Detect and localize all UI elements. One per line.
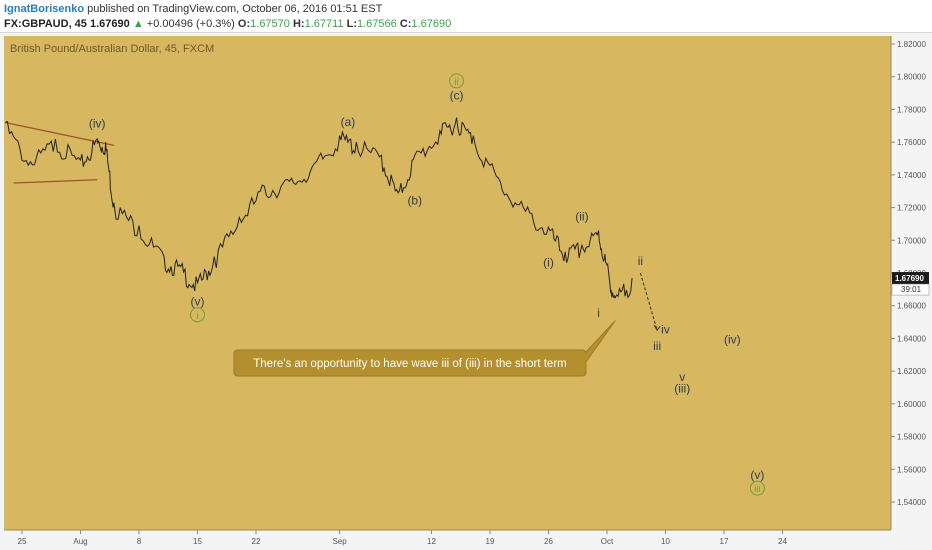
x-tick-label: 12 <box>427 537 436 546</box>
open-value: 1.67570 <box>250 18 290 30</box>
close-value: 1.67690 <box>411 18 452 30</box>
wave-label: (v) <box>191 295 205 309</box>
wave-label: i <box>597 306 600 320</box>
x-tick-label: 15 <box>193 537 202 546</box>
x-tick-label: 26 <box>544 537 553 546</box>
close-label: C: <box>399 18 412 30</box>
x-tick-label: Oct <box>601 537 614 546</box>
open-label: O: <box>237 18 251 30</box>
last-price: 1.67690 <box>89 18 130 30</box>
y-tick-label: 1.64000 <box>897 334 926 343</box>
y-tick-label: 1.56000 <box>897 465 926 474</box>
y-tick-label: 1.74000 <box>897 171 926 180</box>
circled-wave-label: iii <box>754 484 761 495</box>
y-tick-label: 1.80000 <box>897 73 926 82</box>
symbol-line: FX:GBPAUD, 45 1.67690 ▲ +0.00496 (+0.3%)… <box>4 18 451 30</box>
wave-label: (iii) <box>674 381 690 395</box>
wave-label: (c) <box>450 89 464 103</box>
plot-background <box>4 36 891 530</box>
countdown-text: 39:01 <box>901 285 922 294</box>
circled-wave-label: i <box>196 311 198 322</box>
publish-info: published on TradingView.com, October 06… <box>87 3 383 15</box>
y-tick-label: 1.66000 <box>897 302 926 311</box>
wave-label: (b) <box>407 193 422 207</box>
price-series-line <box>5 117 633 299</box>
wave-label: (iv) <box>89 116 106 130</box>
low-value: 1.67566 <box>356 18 397 30</box>
price-change: +0.00496 (+0.3%) <box>146 18 235 30</box>
circled-wave-ring <box>449 73 465 89</box>
y-tick-label: 1.70000 <box>897 236 926 245</box>
high-label: H: <box>292 18 305 30</box>
y-tick-label: 1.60000 <box>897 400 926 409</box>
x-tick-label: Sep <box>332 537 347 546</box>
x-tick-label: 19 <box>486 537 495 546</box>
wave-label: (a) <box>341 115 356 129</box>
y-tick-label: 1.78000 <box>897 105 926 114</box>
y-tick-label: 1.82000 <box>897 40 926 49</box>
publish-line: IgnatBorisenko published on TradingView.… <box>4 3 382 15</box>
y-tick-label: 1.54000 <box>897 498 926 507</box>
y-tick-label: 1.62000 <box>897 367 926 376</box>
x-tick-label: 17 <box>720 537 729 546</box>
low-label: L: <box>346 18 357 30</box>
y-tick-label: 1.58000 <box>897 433 926 442</box>
triangle-up-icon: ▲ <box>132 18 144 30</box>
wave-label: iii <box>653 339 661 353</box>
chart-header: IgnatBorisenko published on TradingView.… <box>0 0 932 33</box>
annotation-text: There's an opportunity to have wave iii … <box>253 358 566 370</box>
circled-wave-ring <box>190 307 205 323</box>
time-axis <box>4 530 891 548</box>
x-tick-label: 22 <box>252 537 261 546</box>
wave-label: (ii) <box>575 210 588 224</box>
countdown-badge <box>891 283 930 296</box>
x-tick-label: 24 <box>778 537 787 546</box>
author-link[interactable]: IgnatBorisenko <box>4 3 85 15</box>
last-price-text: 1.67690 <box>895 274 924 283</box>
circled-wave-ring <box>749 480 765 496</box>
triangle-lower-trendline <box>13 179 98 184</box>
y-tick-label: 1.72000 <box>897 204 926 213</box>
x-tick-label: 10 <box>661 537 670 546</box>
wave-label: (v) <box>750 468 764 482</box>
wave-label: (iv) <box>724 332 741 346</box>
wave-label: (i) <box>543 255 554 269</box>
high-value: 1.67711 <box>304 18 344 30</box>
y-tick-label: 1.76000 <box>897 138 926 147</box>
price-chart[interactable]: British Pound/Australian Dollar, 45, FXC… <box>0 32 932 550</box>
wave-label: iv <box>661 323 670 337</box>
wave-label: v <box>679 370 685 384</box>
x-tick-label: Aug <box>73 537 87 546</box>
wave-label: ii <box>638 254 643 268</box>
x-tick-label: 8 <box>137 537 142 546</box>
symbol-name: FX:GBPAUD, 45 <box>4 18 87 30</box>
circled-wave-label: ii <box>454 77 458 88</box>
chart-title: British Pound/Australian Dollar, 45, FXC… <box>10 43 214 55</box>
x-tick-label: 25 <box>18 537 27 546</box>
annotation-callout <box>233 320 616 377</box>
last-price-badge <box>892 272 929 285</box>
projection-arrow-head <box>653 324 661 332</box>
